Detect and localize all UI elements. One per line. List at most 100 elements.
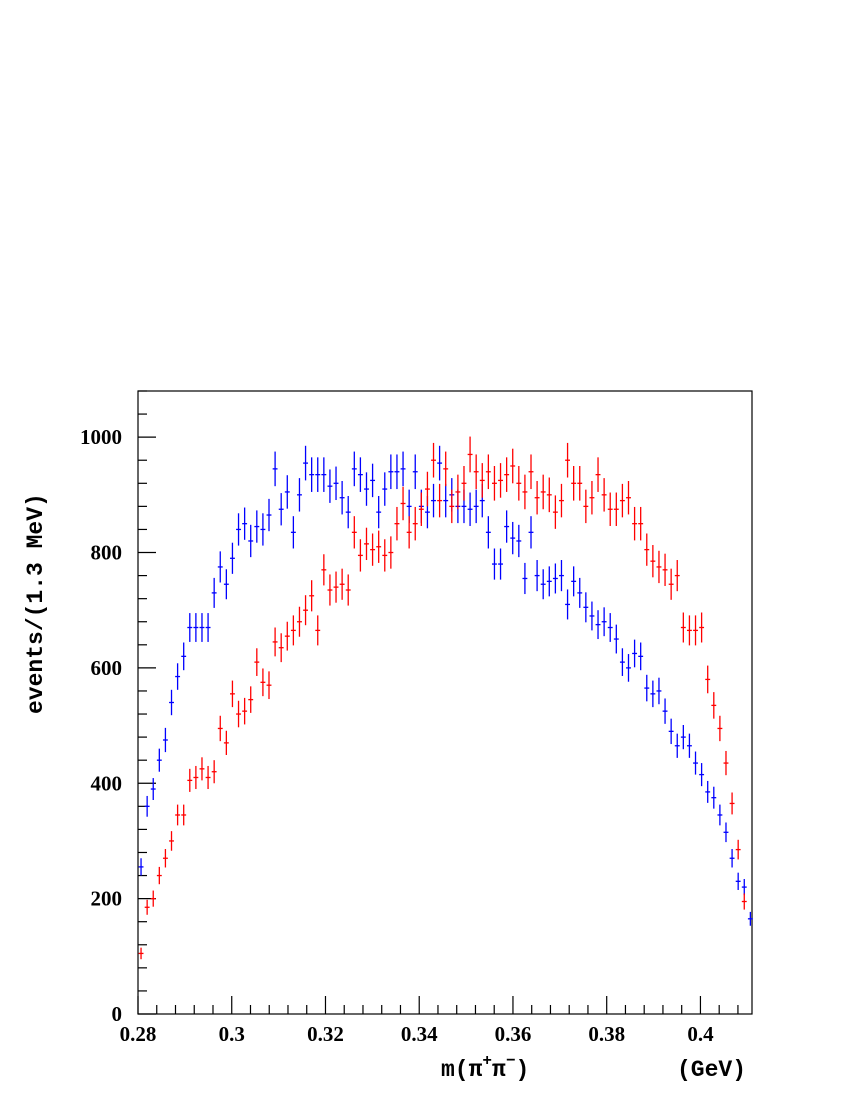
- data-point: [693, 615, 698, 646]
- data-point: [449, 489, 455, 524]
- data-point: [467, 492, 473, 526]
- data-point: [266, 671, 272, 700]
- data-point: [583, 489, 589, 524]
- data-point: [589, 601, 595, 631]
- data-point: [345, 574, 351, 606]
- data-point: [680, 612, 686, 643]
- data-point: [211, 577, 217, 608]
- data-point: [534, 480, 540, 515]
- data-point: [376, 495, 382, 529]
- data-point: [364, 472, 369, 506]
- data-point: [595, 457, 601, 492]
- data-point: [644, 674, 650, 702]
- data-point: [418, 492, 424, 526]
- data-point: [272, 627, 278, 657]
- y-tick-label: 1000: [80, 425, 122, 449]
- data-point: [181, 804, 187, 826]
- data-point: [528, 516, 534, 549]
- data-point: [266, 498, 272, 532]
- data-point: [394, 506, 400, 541]
- data-point: [394, 454, 400, 490]
- data-point: [662, 553, 668, 586]
- data-point: [187, 768, 193, 792]
- data-point: [229, 680, 235, 708]
- data-point: [644, 533, 650, 566]
- data-point: [376, 530, 382, 563]
- data-point: [717, 715, 723, 742]
- data-point: [278, 633, 284, 663]
- data-point: [534, 560, 540, 592]
- data-point: [297, 606, 302, 637]
- data-point: [485, 516, 491, 549]
- data-point: [162, 727, 168, 753]
- data-point: [571, 566, 577, 597]
- data-point: [479, 463, 485, 498]
- data-point: [540, 569, 546, 600]
- data-point: [248, 686, 254, 713]
- data-point: [565, 442, 571, 478]
- data-point: [431, 442, 436, 478]
- data-point: [674, 560, 680, 592]
- data-point: [388, 536, 394, 569]
- data-point: [351, 451, 357, 487]
- data-point: [144, 899, 150, 915]
- data-point: [357, 539, 363, 572]
- data-point: [498, 463, 503, 498]
- data-point: [382, 539, 388, 572]
- data-point: [327, 469, 333, 503]
- data-point: [522, 562, 528, 595]
- data-point: [735, 839, 741, 860]
- data-point: [193, 613, 199, 642]
- y-tick-label: 600: [91, 656, 123, 680]
- data-point: [559, 560, 564, 592]
- data-point: [351, 516, 357, 549]
- data-point: [699, 612, 705, 643]
- data-point: [193, 765, 199, 790]
- data-point: [699, 763, 705, 787]
- data-point: [632, 639, 638, 668]
- data-point: [290, 615, 296, 646]
- data-point: [364, 527, 369, 561]
- data-point: [510, 521, 516, 555]
- data-point: [619, 648, 625, 676]
- data-point: [169, 831, 174, 851]
- data-point: [607, 492, 613, 526]
- data-point: [595, 610, 601, 640]
- x-tick-label: 0.4: [687, 1022, 714, 1046]
- x-tick-label: 0.28: [120, 1022, 157, 1046]
- x-axis-label: m(π+π−): [441, 1052, 529, 1083]
- data-point: [339, 480, 345, 515]
- data-point: [290, 516, 296, 549]
- series-2: [138, 436, 747, 960]
- data-point: [205, 765, 211, 790]
- data-point: [412, 506, 418, 541]
- data-point: [589, 480, 595, 515]
- data-point: [443, 483, 449, 518]
- x-axis-unit: (GeV): [677, 1057, 746, 1083]
- data-point: [412, 454, 418, 490]
- data-point: [473, 454, 479, 490]
- data-point: [339, 568, 345, 600]
- x-tick-label: 0.32: [307, 1022, 344, 1046]
- data-point: [297, 478, 302, 512]
- data-point: [613, 624, 619, 654]
- data-point: [485, 454, 491, 490]
- data-point: [333, 571, 339, 603]
- data-point: [546, 566, 552, 597]
- data-point: [181, 642, 187, 671]
- data-point: [516, 465, 522, 501]
- y-tick-label: 200: [91, 887, 123, 911]
- data-point: [583, 592, 589, 623]
- data-point: [242, 697, 248, 725]
- data-point: [315, 615, 321, 646]
- data-point: [327, 574, 333, 606]
- data-point: [254, 510, 260, 543]
- data-point: [546, 477, 552, 513]
- data-point: [601, 478, 607, 512]
- data-point: [705, 665, 711, 694]
- data-point: [711, 692, 717, 719]
- data-point: [552, 495, 558, 529]
- data-point: [729, 849, 735, 868]
- data-point: [686, 733, 692, 758]
